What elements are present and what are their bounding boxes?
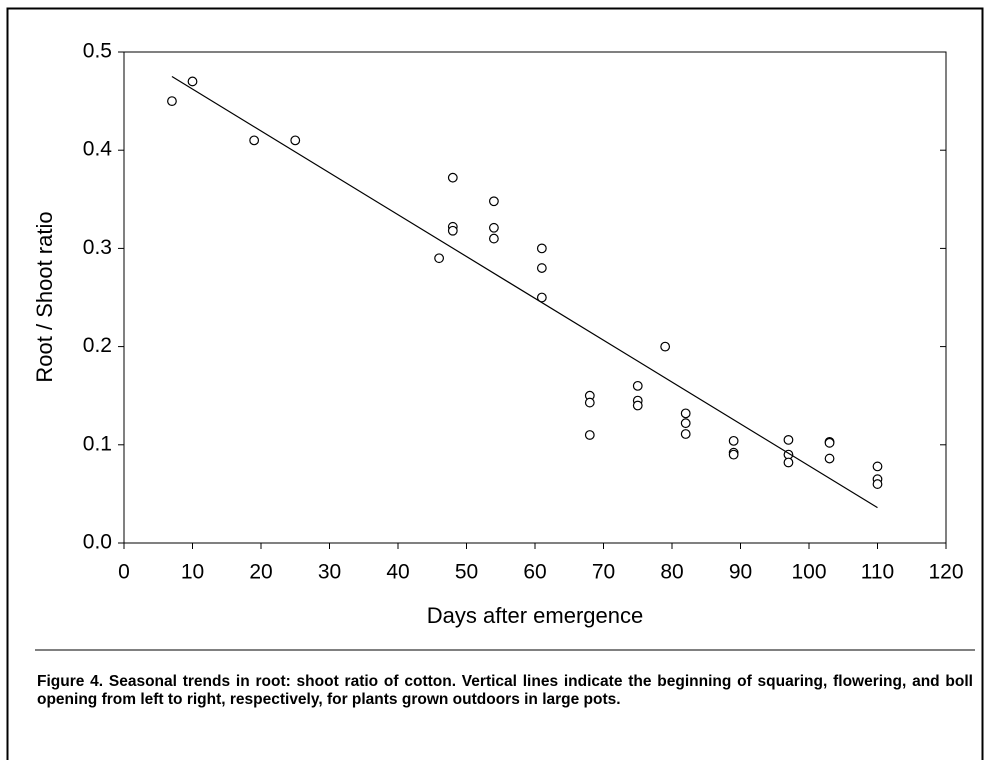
x-tick-label: 40	[386, 561, 409, 584]
point	[728, 449, 739, 460]
x-tick-label: 0	[118, 561, 130, 584]
point	[824, 453, 835, 464]
point	[660, 341, 671, 352]
point	[872, 479, 883, 489]
point	[187, 76, 198, 87]
x-axis-title: Days after emergence	[427, 603, 643, 628]
x-tick-label: 110	[861, 561, 894, 584]
point	[536, 292, 547, 303]
point	[783, 457, 794, 468]
point	[536, 263, 547, 273]
y-tick-label: 0.4	[83, 138, 113, 161]
point	[290, 135, 301, 146]
x-tick-label: 100	[791, 561, 826, 584]
caption: Figure 4. Seasonal trends in root: shoot…	[37, 673, 973, 708]
x-tick-label: 20	[249, 561, 272, 584]
point	[434, 253, 445, 264]
point	[249, 135, 260, 146]
point	[783, 434, 794, 445]
x-tick-label: 50	[455, 561, 478, 584]
point	[680, 408, 691, 419]
x-tick-label: 90	[729, 561, 752, 584]
y-tick-label: 0.2	[83, 334, 112, 357]
y-tick-label: 0.0	[83, 531, 112, 554]
y-tick-label: 0.1	[83, 432, 112, 455]
point	[489, 196, 499, 207]
y-axis-title: Root / Shoot ratio	[32, 211, 57, 382]
point	[489, 233, 499, 244]
point	[447, 225, 458, 236]
point	[536, 243, 547, 254]
x-tick-label: 120	[928, 561, 963, 584]
x-tick-label: 70	[592, 561, 615, 584]
x-tick-label: 60	[523, 561, 546, 584]
trend-line	[171, 76, 878, 509]
point	[728, 435, 739, 446]
point	[680, 429, 691, 439]
point	[824, 437, 835, 448]
point	[447, 172, 458, 183]
x-tick-label: 80	[660, 561, 683, 584]
x-tick-label: 10	[181, 561, 204, 584]
point	[632, 380, 643, 391]
point	[632, 400, 643, 411]
point	[584, 397, 595, 408]
plot-frame	[123, 51, 947, 544]
point	[680, 418, 691, 429]
y-tick-label: 0.5	[83, 40, 112, 63]
point	[489, 222, 499, 233]
point	[167, 96, 177, 106]
point	[584, 430, 595, 440]
point	[872, 461, 883, 472]
y-tick-label: 0.3	[83, 236, 112, 259]
x-tick-label: 30	[318, 561, 341, 584]
figure-frame	[6, 7, 984, 760]
